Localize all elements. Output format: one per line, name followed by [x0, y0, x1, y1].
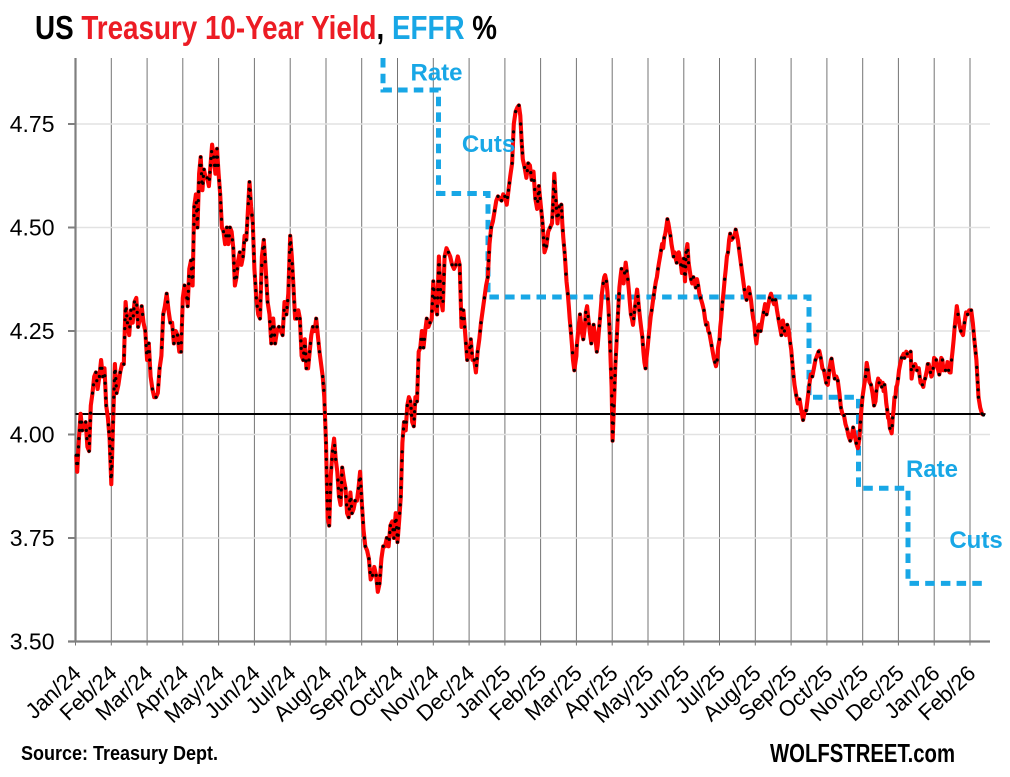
svg-text:Cuts: Cuts — [462, 131, 515, 158]
svg-text:3.50: 3.50 — [10, 629, 55, 655]
svg-text:3.75: 3.75 — [10, 525, 55, 551]
svg-text:Rate: Rate — [410, 60, 462, 87]
svg-text:WOLFSTREET.com: WOLFSTREET.com — [770, 738, 955, 768]
svg-text:US Treasury 10-Year Yield, EFF: US Treasury 10-Year Yield, EFFR % — [35, 9, 497, 46]
svg-text:4.00: 4.00 — [10, 422, 55, 448]
svg-text:Cuts: Cuts — [949, 527, 1002, 554]
svg-text:4.75: 4.75 — [10, 111, 55, 137]
svg-text:Rate: Rate — [906, 456, 958, 483]
svg-text:Source: Treasury Dept.: Source: Treasury Dept. — [21, 743, 218, 765]
svg-text:4.50: 4.50 — [10, 215, 55, 241]
svg-text:4.25: 4.25 — [10, 318, 55, 344]
